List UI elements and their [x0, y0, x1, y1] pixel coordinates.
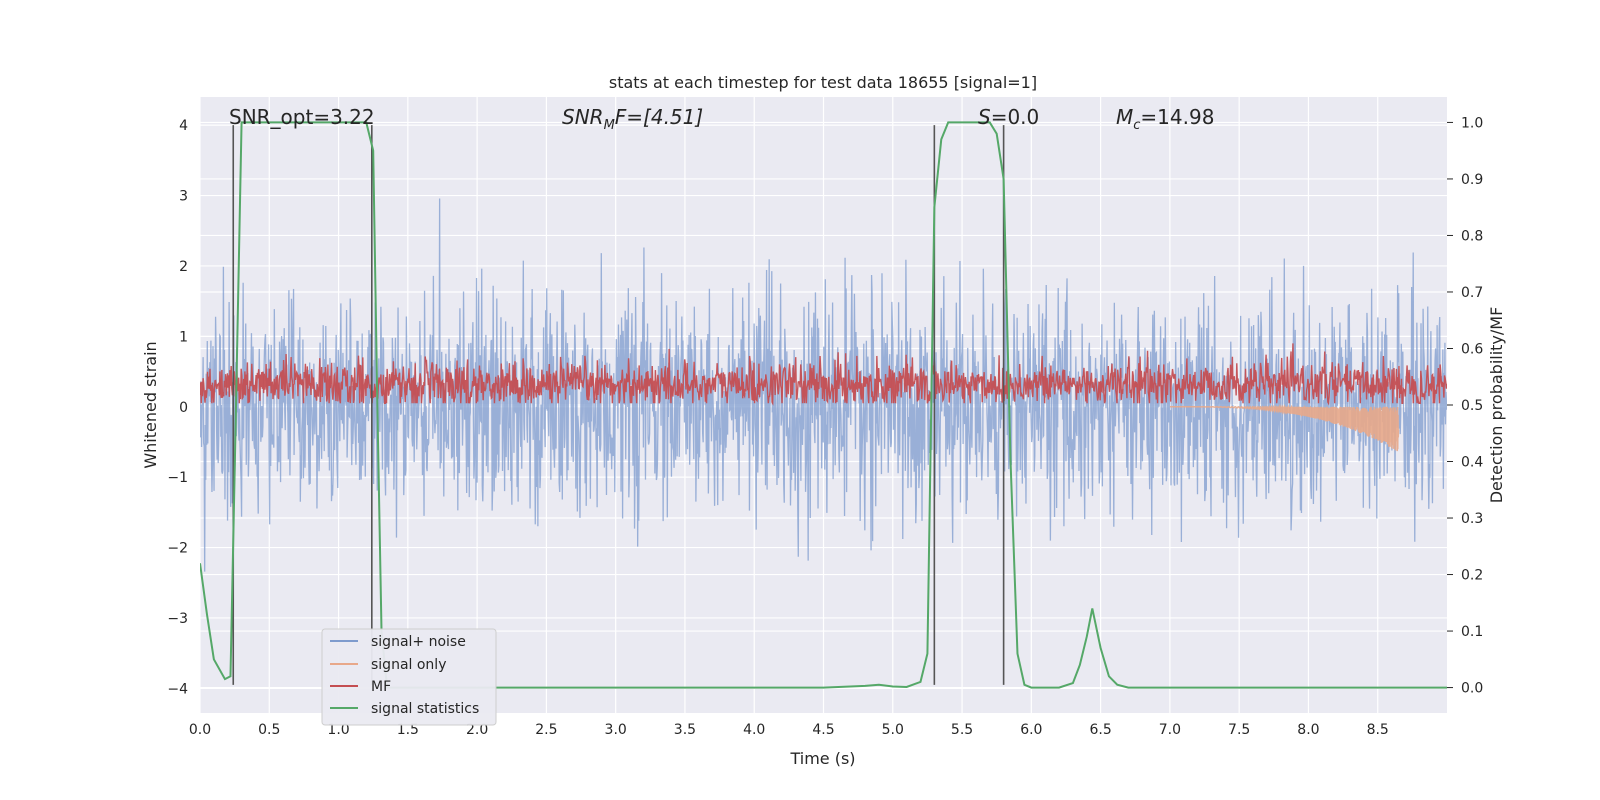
y-tick-label-right: 0.2	[1461, 568, 1483, 584]
y-tick-label-right: 0.9	[1461, 172, 1483, 188]
signal-statistics-line	[200, 121, 1447, 689]
y-tick-label-left: −1	[167, 470, 188, 486]
y-tick-label-right: 0.1	[1461, 624, 1483, 640]
y-tick-label-right: 0.5	[1461, 398, 1483, 414]
x-tick-label: 0.5	[258, 722, 280, 738]
x-axis-label: Time (s)	[789, 749, 855, 768]
annotation-snr-mf: SNRMF=[4.51]	[562, 105, 703, 133]
legend-label-mf: MF	[371, 679, 391, 695]
x-tick-label: 6.5	[1089, 722, 1111, 738]
series-signal-noise	[200, 198, 1447, 572]
y-tick-label-right: 0.8	[1461, 228, 1483, 244]
chart-title: stats at each timestep for test data 186…	[609, 73, 1037, 92]
y-tick-label-left: 0	[179, 400, 188, 416]
signal-only-line	[1169, 404, 1400, 452]
legend-label-signal-noise: signal+ noise	[371, 634, 466, 650]
x-tick-label: 2.5	[535, 722, 557, 738]
x-tick-label: 7.5	[1228, 722, 1250, 738]
y-tick-label-right: 0.4	[1461, 455, 1483, 471]
x-tick-label: 6.0	[1020, 722, 1042, 738]
x-tick-label: 4.0	[743, 722, 765, 738]
y-axis-label-left: Whitened strain	[141, 341, 160, 468]
x-tick-label: 8.0	[1297, 722, 1319, 738]
legend-label-signal-statistics: signal statistics	[371, 701, 479, 717]
legend: signal+ noise signal only MF signal stat…	[321, 628, 497, 726]
y-axis-label-right: Detection probability/MF	[1487, 307, 1506, 504]
mf-line	[200, 343, 1447, 406]
series-signal-only	[1169, 404, 1400, 452]
annotation-snr-opt: SNR_opt=3.22	[229, 105, 375, 129]
annotation-mc: Mc=14.98	[1116, 105, 1214, 133]
y-tick-label-left: −2	[167, 541, 188, 557]
x-tick-label: 5.5	[951, 722, 973, 738]
y-tick-label-right: 0.6	[1461, 341, 1483, 357]
x-tick-label: 1.0	[327, 722, 349, 738]
x-tick-label: 2.0	[466, 722, 488, 738]
y-tick-label-right: 1.0	[1461, 115, 1483, 131]
y-tick-label-right: 0.3	[1461, 511, 1483, 527]
annotation-s: S=0.0	[978, 105, 1039, 129]
y-tick-label-left: 3	[179, 189, 188, 205]
y-tick-label-right: 0.7	[1461, 285, 1483, 301]
x-tick-label: 0.0	[189, 722, 211, 738]
x-tick-label: 3.0	[605, 722, 627, 738]
x-tick-label: 4.5	[812, 722, 834, 738]
y-tick-label-left: −4	[167, 681, 188, 697]
signal-noise-line	[200, 198, 1447, 572]
y-tick-label-right: 0.0	[1461, 681, 1483, 697]
x-tick-label: 5.0	[882, 722, 904, 738]
series-mf	[200, 343, 1447, 406]
x-tick-label: 8.5	[1367, 722, 1389, 738]
tick-labels: 0.0 0.5 1.0 1.5 2.0 2.5 3.0 3.5 4.0 4.5 5.0 5.5 6.0 6…	[167, 115, 1483, 738]
x-tick-label: 7.0	[1159, 722, 1181, 738]
x-tick-label: 1.5	[397, 722, 419, 738]
x-tick-label: 3.5	[674, 722, 696, 738]
y-tick-label-left: 1	[179, 329, 188, 345]
legend-label-signal-only: signal only	[371, 657, 446, 673]
y-tick-label-left: −3	[167, 611, 188, 627]
legend-box	[321, 628, 497, 726]
y-tick-label-left: 2	[179, 259, 188, 275]
y-tick-label-left: 4	[179, 118, 188, 134]
series-signal-statistics	[200, 121, 1447, 689]
